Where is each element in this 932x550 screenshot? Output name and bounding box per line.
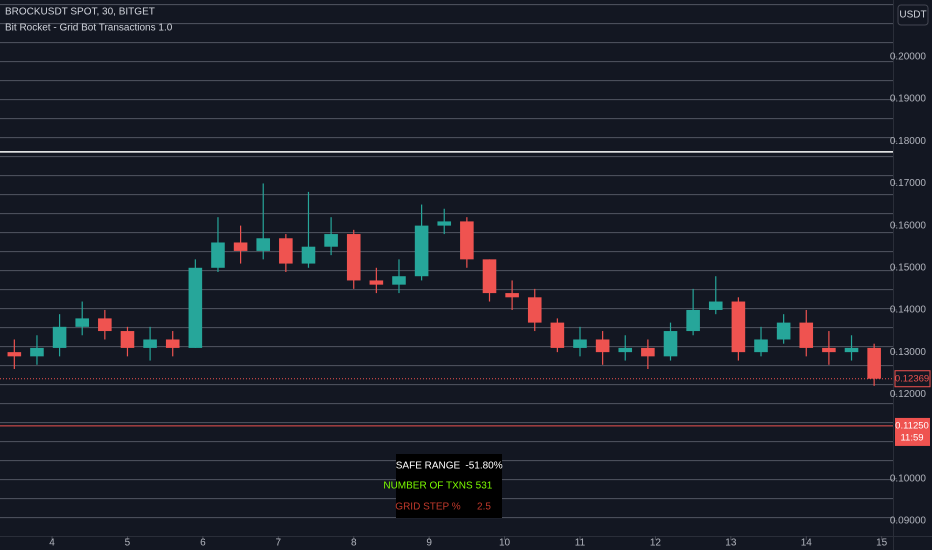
x-tick-label: 13: [725, 538, 737, 549]
y-tick-label: 0.14000: [890, 305, 927, 316]
candle-body: [143, 339, 157, 348]
x-tick-label: 4: [49, 538, 55, 549]
x-tick-label: 7: [276, 538, 282, 549]
candle-body: [641, 347, 655, 357]
candle-body: [527, 297, 542, 323]
grid-levels: [0, 0, 893, 536]
stop-price-box: [895, 417, 930, 446]
x-tick-label: 14: [801, 538, 813, 549]
stop-price-label: 0.11250: [895, 420, 929, 431]
candle-body: [30, 347, 44, 357]
countdown: 11:59: [900, 432, 923, 443]
y-tick-label: 0.19000: [890, 94, 927, 105]
candle-body: [233, 242, 248, 251]
candle-body: [7, 352, 22, 357]
candle-body: [120, 331, 135, 348]
candle-body: [279, 238, 293, 264]
candle-body: [573, 339, 587, 348]
candle-body: [369, 280, 384, 285]
x-tick-label: 9: [426, 538, 432, 549]
candle-body: [686, 309, 700, 332]
table-bg: [396, 454, 502, 518]
x-tick-label: 10: [499, 538, 511, 549]
candle-body: [505, 293, 519, 298]
y-tick-label: 0.16000: [890, 220, 927, 231]
table-cell: NUMBER OF TXNS: [383, 481, 473, 492]
table-cell: 531: [476, 481, 493, 492]
table-cell: SAFE RANGE: [396, 461, 461, 472]
candle-body: [776, 322, 791, 340]
candle-body: [392, 276, 406, 285]
table-cell: 2.5: [477, 502, 491, 513]
symbol: BROCKUSDT SPOT, 30, BITGET: [5, 7, 155, 18]
candle-body: [822, 347, 836, 353]
x-tick-label: 5: [125, 538, 131, 549]
currency-button[interactable]: [897, 4, 929, 26]
info-table: SAFE RANGE -51.80% NUMBER OF TXNS 531 GR…: [383, 454, 503, 518]
candle-body: [731, 301, 746, 353]
candle-body: [75, 318, 89, 327]
table-cell: -51.80%: [465, 461, 502, 472]
candle-body: [663, 331, 678, 357]
candle-body: [437, 221, 452, 226]
candle-body: [618, 347, 633, 353]
candle-body: [256, 238, 271, 251]
x-tick-label: 11: [575, 538, 586, 549]
candle-body: [324, 234, 338, 247]
candle-body: [799, 322, 814, 348]
candle-body: [754, 339, 768, 353]
candle-body: [52, 326, 67, 348]
candle-body: [165, 339, 180, 348]
y-tick-label: 0.09000: [890, 515, 927, 526]
candle-body: [844, 347, 859, 353]
y-tick-label: 0.10000: [890, 473, 927, 484]
candle-body: [708, 301, 723, 310]
candle-body: [98, 318, 112, 332]
y-tick-label: 0.17000: [890, 178, 927, 189]
candle-body: [211, 242, 225, 268]
table-cell: GRID STEP %: [395, 502, 460, 513]
last-price-box: [894, 370, 931, 388]
currency-button-label[interactable]: USDT: [899, 10, 926, 21]
candle-body: [346, 234, 361, 281]
y-tick-label: 0.20000: [890, 52, 927, 63]
candle-body: [301, 246, 316, 264]
candle-body: [550, 322, 565, 348]
candle-body: [460, 221, 474, 260]
x-tick-label: 8: [351, 538, 357, 549]
y-tick-label: 0.15000: [890, 262, 927, 273]
indicator-name: Bit Rocket - Grid Bot Transactions 1.0: [5, 23, 173, 34]
x-tick-label: 15: [876, 538, 888, 549]
x-tick-label: 6: [200, 538, 206, 549]
y-tick-label: 0.18000: [890, 136, 927, 147]
candle-body: [188, 267, 203, 348]
candle-body: [414, 225, 429, 277]
candle-body: [482, 259, 497, 294]
y-tick-label: 0.12000: [890, 389, 927, 400]
last-price-label: 0.12369: [895, 373, 929, 384]
candle-body: [867, 347, 881, 379]
y-tick-label: 0.13000: [890, 347, 927, 358]
x-tick-label: 12: [650, 538, 662, 549]
candle-body: [595, 339, 610, 353]
